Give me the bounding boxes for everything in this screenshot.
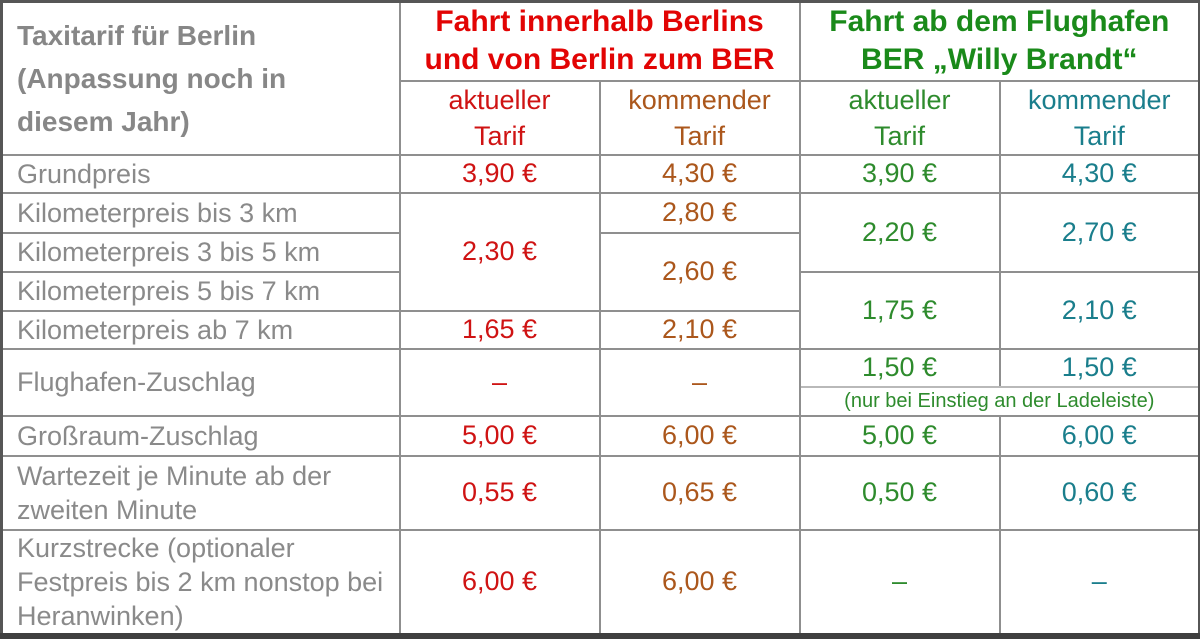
- subheader-airport-upcoming: kommender Tarif: [998, 79, 1200, 156]
- cell-wartezeit-airport-upcoming: 0,60 €: [998, 454, 1200, 531]
- row-label-km-bis-3: Kilometerpreis bis 3 km: [0, 191, 401, 234]
- cell-km-ab-7-berlin-current: 1,65 €: [398, 309, 601, 350]
- subheader-airport-current-line2: Tarif: [874, 120, 926, 151]
- subheader-berlin-upcoming: kommender Tarif: [598, 79, 801, 156]
- table-row-kurzstrecke: Kurzstrecke (optionaler Festpreis bis 2 …: [0, 528, 1200, 637]
- subheader-berlin-upcoming-line2: Tarif: [674, 120, 726, 151]
- table-row-wartezeit: Wartezeit je Minute ab der zweiten Minut…: [0, 454, 1200, 531]
- table-row-grossraum-zuschlag: Großraum-Zuschlag 5,00 € 6,00 € 5,00 € 6…: [0, 414, 1200, 457]
- row-label-grundpreis: Grundpreis: [0, 153, 401, 194]
- cell-flughafen-berlin-upcoming: –: [598, 347, 801, 417]
- table-row-grundpreis: Grundpreis 3,90 € 4,30 € 3,90 € 4,30 €: [0, 153, 1200, 194]
- column-group-airport-line1: Fahrt ab dem Flughafen: [829, 5, 1170, 39]
- row-label-km-3-bis-5: Kilometerpreis 3 bis 5 km: [0, 231, 401, 273]
- cell-km-berlin-upcoming-merged: 2,60 €: [598, 231, 801, 312]
- subheader-berlin-current: aktueller Tarif: [398, 79, 601, 156]
- cell-grundpreis-airport-current: 3,90 €: [798, 153, 1001, 194]
- table-row-km-5-bis-7: Kilometerpreis 5 bis 7 km 1,75 € 2,10 €: [0, 270, 1200, 350]
- table-title-line1: Taxitarif für Berlin: [17, 19, 257, 51]
- cell-km-airport-current-bottom-merged: 1,75 €: [798, 270, 1001, 350]
- row-label-kurzstrecke: Kurzstrecke (optionaler Festpreis bis 2 …: [0, 528, 401, 637]
- cell-km-airport-upcoming-bottom-merged: 2,10 €: [998, 270, 1200, 350]
- cell-kurzstrecke-airport-current: –: [798, 528, 1001, 637]
- table-row-flughafen-zuschlag: Flughafen-Zuschlag – – 1,50 € 1,50 €: [0, 347, 1200, 417]
- cell-km-bis-3-berlin-upcoming: 2,80 €: [598, 191, 801, 234]
- cell-grossraum-airport-current: 5,00 €: [798, 414, 1001, 457]
- table-row-km-ab-7: Kilometerpreis ab 7 km 1,65 € 2,10 €: [0, 309, 1200, 350]
- column-group-berlin-line2: und von Berlin zum BER: [424, 43, 775, 77]
- cell-wartezeit-airport-current: 0,50 €: [798, 454, 1001, 531]
- subheader-berlin-current-line1: aktueller: [448, 84, 551, 115]
- subheader-airport-current: aktueller Tarif: [798, 79, 1001, 156]
- row-label-flughafen-zuschlag: Flughafen-Zuschlag: [0, 347, 401, 417]
- subheader-airport-current-line1: aktueller: [848, 84, 951, 115]
- row-label-km-5-bis-7: Kilometerpreis 5 bis 7 km: [0, 270, 401, 312]
- cell-flughafen-airport-current: 1,50 €: [798, 347, 1001, 388]
- cell-grundpreis-airport-upcoming: 4,30 €: [998, 153, 1200, 194]
- row-label-grossraum-zuschlag: Großraum-Zuschlag: [0, 414, 401, 457]
- cell-km-airport-upcoming-top-merged: 2,70 €: [998, 191, 1200, 273]
- cell-flughafen-berlin-current: –: [398, 347, 601, 417]
- cell-km-berlin-current-merged: 2,30 €: [398, 191, 601, 312]
- subheader-berlin-upcoming-line1: kommender: [628, 84, 771, 115]
- column-group-berlin-line1: Fahrt innerhalb Berlins: [435, 5, 764, 39]
- table-row-km-3-bis-5: Kilometerpreis 3 bis 5 km 2,60 €: [0, 231, 1200, 312]
- cell-kurzstrecke-berlin-upcoming: 6,00 €: [598, 528, 801, 637]
- cell-grossraum-airport-upcoming: 6,00 €: [998, 414, 1200, 457]
- row-label-km-ab-7: Kilometerpreis ab 7 km: [0, 309, 401, 350]
- cell-grossraum-berlin-current: 5,00 €: [398, 414, 601, 457]
- subheader-airport-upcoming-line2: Tarif: [1073, 120, 1125, 151]
- cell-kurzstrecke-berlin-current: 6,00 €: [398, 528, 601, 637]
- column-group-airport: Fahrt ab dem Flughafen BER „Willy Brandt…: [798, 0, 1200, 82]
- cell-grundpreis-berlin-current: 3,90 €: [398, 153, 601, 194]
- table-title: Taxitarif für Berlin (Anpassung noch in …: [0, 0, 401, 156]
- cell-flughafen-airport-upcoming: 1,50 €: [998, 347, 1200, 388]
- table-row-flughafen-note: (nur bei Einstieg an der Ladeleiste): [2, 385, 1200, 417]
- subheader-airport-upcoming-line1: kommender: [1027, 84, 1171, 115]
- cell-grossraum-berlin-upcoming: 6,00 €: [598, 414, 801, 457]
- table-row-km-bis-3: Kilometerpreis bis 3 km 2,30 € 2,80 € 2,…: [0, 191, 1200, 312]
- kurzstrecke-label-main: Kurzstrecke: [17, 532, 160, 563]
- flughafen-zuschlag-note: (nur bei Einstieg an der Ladeleiste): [798, 385, 1200, 417]
- cell-kurzstrecke-airport-upcoming: –: [998, 528, 1200, 637]
- table-title-line2: (Anpassung noch in: [17, 62, 287, 94]
- subheader-berlin-current-line2: Tarif: [473, 120, 525, 151]
- cell-grundpreis-berlin-upcoming: 4,30 €: [598, 153, 801, 194]
- cell-km-airport-current-top-merged: 2,20 €: [798, 191, 1001, 273]
- table-title-line3: diesem Jahr): [17, 105, 190, 137]
- column-group-airport-line2: BER „Willy Brandt“: [861, 43, 1138, 77]
- cell-wartezeit-berlin-current: 0,55 €: [398, 454, 601, 531]
- column-group-berlin: Fahrt innerhalb Berlins und von Berlin z…: [398, 0, 801, 82]
- row-label-wartezeit: Wartezeit je Minute ab der zweiten Minut…: [0, 454, 401, 531]
- cell-wartezeit-berlin-upcoming: 0,65 €: [598, 454, 801, 531]
- cell-km-ab-7-berlin-upcoming: 2,10 €: [598, 309, 801, 350]
